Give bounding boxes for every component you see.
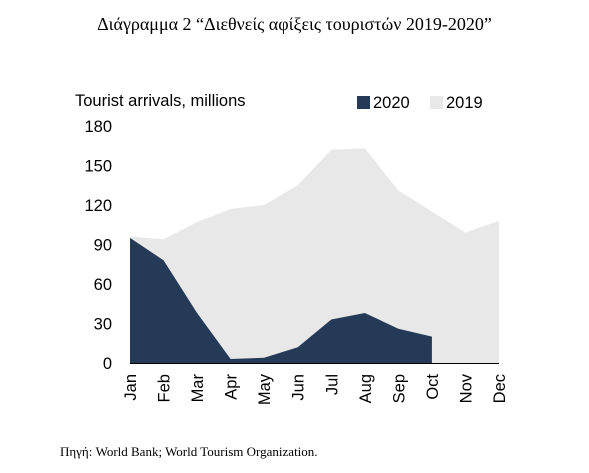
y-tick-label: 60 [94,276,112,294]
legend-swatch-2020 [357,96,370,109]
area-layer [130,148,499,363]
x-tick-label: Feb [156,374,174,402]
y-tick-label: 150 [84,158,112,176]
x-tick-label: Oct [424,374,442,400]
x-tick-label: Jul [323,374,341,395]
x-tick-label: Mar [189,374,207,403]
y-tick-label: 180 [84,118,112,136]
x-tick-label: Apr [223,374,241,400]
figure-source: Πηγή: World Bank; World Tourism Organiza… [60,444,318,459]
area-series-2020 [130,237,432,363]
x-tick-label: Aug [357,374,375,403]
legend-swatch-2019 [430,96,443,109]
x-tick-label: Sep [390,374,408,403]
area-series-2019 [130,148,499,363]
y-tick-label: 30 [94,316,112,334]
x-tick-label: Jan [122,374,140,401]
x-tick-label: May [256,373,274,405]
x-tick-label: Nov [457,373,475,403]
legend-label-2020: 2020 [373,94,410,112]
y-tick-label: 120 [84,197,112,215]
figure-title: Διάγραμμα 2 “Διεθνείς αφίξεις τουριστών … [97,14,492,34]
x-tick-label: Jun [290,374,308,401]
y-tick-label: 90 [94,237,112,255]
x-tick-label: Dec [491,374,509,403]
y-axis-label: Tourist arrivals, millions [75,92,246,110]
legend-label-2019: 2019 [446,94,483,112]
axis-layer: 0 30 60 90 120 150 180 Jan Feb Mar Apr May Jun Jul Aug… [84,118,509,405]
y-tick-label: 0 [103,355,112,373]
legend: 2020 2019 [357,94,483,112]
